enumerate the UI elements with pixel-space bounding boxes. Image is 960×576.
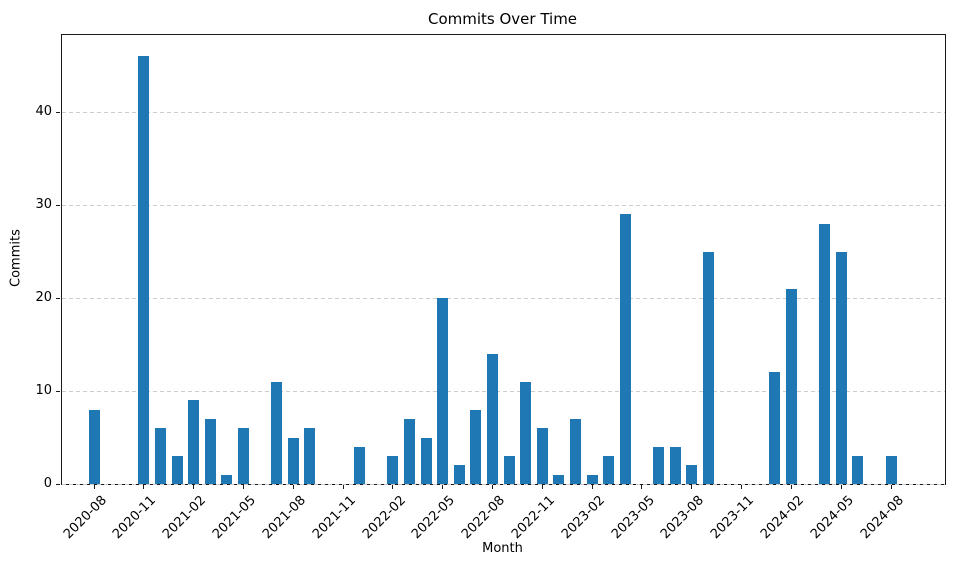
bar bbox=[188, 400, 200, 484]
bar bbox=[287, 437, 299, 484]
x-tick-label: 2022-05 bbox=[409, 493, 459, 543]
y-axis-label: Commits bbox=[8, 229, 24, 288]
x-tick-mark bbox=[541, 485, 543, 489]
bar bbox=[237, 428, 249, 484]
bar bbox=[570, 418, 582, 484]
x-tick-mark bbox=[292, 485, 294, 489]
x-axis-label: Month bbox=[482, 541, 523, 556]
x-tick-label: 2023-08 bbox=[658, 493, 708, 543]
x-tick-mark bbox=[741, 485, 743, 489]
bar bbox=[453, 465, 465, 484]
x-tick-mark bbox=[641, 485, 643, 489]
bar bbox=[138, 56, 150, 484]
plot-area: 0 10 20 30 40 2020-08 2020-11 2021-02 2021-05 202… bbox=[35, 34, 946, 542]
x-tick-label: 2023-05 bbox=[608, 493, 658, 543]
x-tick-mark bbox=[342, 485, 344, 489]
x-tick-label: 2021-02 bbox=[160, 493, 210, 543]
gridline bbox=[62, 111, 945, 113]
x-tick-mark bbox=[442, 485, 444, 489]
bar bbox=[586, 474, 598, 484]
gridline bbox=[62, 483, 945, 485]
x-tick-mark bbox=[591, 485, 593, 489]
x-tick-mark bbox=[242, 485, 244, 489]
bar bbox=[354, 446, 366, 484]
y-tick-label: 0 bbox=[43, 476, 52, 491]
x-tick-mark bbox=[890, 485, 892, 489]
y-tick-mark bbox=[56, 297, 60, 299]
bar bbox=[553, 474, 565, 484]
bar bbox=[702, 251, 714, 484]
x-tick-label: 2021-05 bbox=[210, 493, 260, 543]
gridline bbox=[62, 390, 945, 392]
bar bbox=[819, 223, 831, 484]
bar bbox=[619, 214, 631, 484]
x-tick-label: 2020-11 bbox=[110, 493, 160, 543]
x-tick-label: 2024-08 bbox=[857, 493, 907, 543]
x-tick-label: 2022-08 bbox=[459, 493, 509, 543]
x-tick-mark bbox=[193, 485, 195, 489]
chart-title: Commits Over Time bbox=[427, 10, 578, 28]
bar bbox=[403, 418, 415, 484]
bar bbox=[420, 437, 432, 484]
bar bbox=[852, 456, 864, 484]
gridline bbox=[62, 297, 945, 299]
bar bbox=[154, 428, 166, 484]
bar bbox=[387, 456, 399, 484]
bar bbox=[669, 446, 681, 484]
x-tick-label: 2024-02 bbox=[757, 493, 807, 543]
y-tick-label: 30 bbox=[35, 197, 52, 213]
x-tick-label: 2024-05 bbox=[807, 493, 857, 543]
x-tick-mark bbox=[392, 485, 394, 489]
bar bbox=[769, 372, 781, 484]
bar bbox=[520, 381, 532, 484]
gridline bbox=[62, 204, 945, 206]
y-tick-label: 20 bbox=[35, 290, 52, 306]
x-tick-mark bbox=[492, 485, 493, 489]
bar bbox=[204, 418, 216, 484]
bar bbox=[304, 428, 316, 484]
x-tick-mark bbox=[143, 485, 145, 489]
x-tick-label: 2022-11 bbox=[508, 493, 558, 543]
bar bbox=[470, 409, 482, 484]
bar bbox=[221, 474, 233, 484]
y-tick-label: 40 bbox=[35, 104, 52, 120]
bar bbox=[437, 298, 449, 484]
x-tick-label: 2021-08 bbox=[259, 493, 309, 543]
bar bbox=[271, 381, 283, 484]
x-tick-mark bbox=[840, 485, 842, 489]
bar bbox=[835, 251, 847, 484]
bar bbox=[653, 446, 665, 484]
x-tick-label: 2023-02 bbox=[558, 493, 608, 543]
x-tick-label: 2020-08 bbox=[60, 493, 110, 543]
bar bbox=[536, 428, 548, 484]
x-tick-label: 2023-11 bbox=[708, 493, 758, 543]
y-tick-mark bbox=[56, 390, 60, 392]
bar bbox=[686, 465, 698, 484]
x-tick-mark bbox=[790, 485, 792, 489]
bar bbox=[171, 456, 183, 484]
bar bbox=[503, 456, 515, 484]
x-tick-label: 2021-11 bbox=[309, 493, 359, 543]
y-tick-mark bbox=[56, 111, 60, 113]
bar bbox=[603, 456, 615, 484]
bar bbox=[487, 353, 498, 484]
y-tick-mark bbox=[56, 483, 60, 485]
x-tick-mark bbox=[93, 485, 95, 489]
y-tick-label: 10 bbox=[35, 383, 52, 399]
bar bbox=[885, 456, 897, 484]
x-tick-mark bbox=[691, 485, 693, 489]
y-tick-mark bbox=[56, 204, 60, 206]
bar bbox=[88, 409, 100, 484]
x-tick-label: 2022-02 bbox=[359, 493, 409, 543]
bar bbox=[785, 288, 797, 484]
